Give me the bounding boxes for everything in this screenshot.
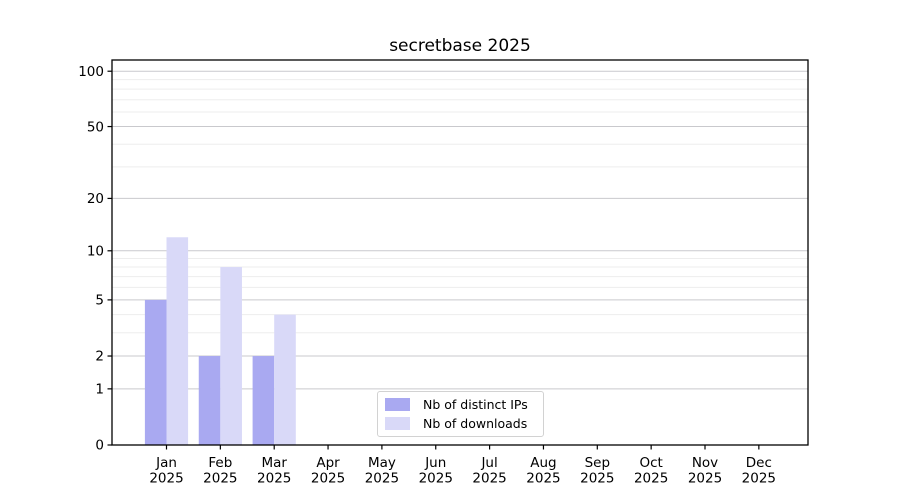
x-tick-label-year: 2025 <box>472 471 506 487</box>
bar-downloads-feb <box>220 267 242 445</box>
x-tick-label-month: Oct <box>639 455 662 471</box>
bar-downloads-jan <box>166 237 189 445</box>
x-tick-label-year: 2025 <box>419 471 453 487</box>
x-tick-label-year: 2025 <box>149 471 183 487</box>
x-tick-label-year: 2025 <box>742 471 776 487</box>
x-tick-label-year: 2025 <box>634 471 668 487</box>
x-tick-label-year: 2025 <box>365 471 399 487</box>
legend-label: Nb of downloads <box>423 415 528 431</box>
y-tick-label: 1 <box>95 382 104 398</box>
legend: Nb of distinct IPs Nb of downloads <box>377 391 544 437</box>
bar-downloads-mar <box>274 314 296 445</box>
x-tick-label-month: Aug <box>530 455 556 471</box>
legend-item: Nb of distinct IPs <box>385 396 535 414</box>
y-tick-label: 10 <box>87 243 104 259</box>
x-tick-label-year: 2025 <box>526 471 560 487</box>
y-tick-label: 100 <box>78 64 104 80</box>
y-tick-label: 50 <box>87 119 104 135</box>
y-tick-label: 2 <box>95 349 104 365</box>
x-tick-label-year: 2025 <box>257 471 291 487</box>
bar-distinct-ips-jan <box>144 299 167 445</box>
y-tick-label: 20 <box>87 191 104 207</box>
x-tick-label-month: Jan <box>155 455 177 471</box>
x-tick-label-month: May <box>368 455 396 471</box>
legend-item: Nb of downloads <box>385 415 535 433</box>
y-tick-label: 0 <box>95 438 104 454</box>
x-tick-label-month: Mar <box>261 455 287 471</box>
legend-label: Nb of distinct IPs <box>423 397 528 413</box>
x-tick-label-month: Apr <box>316 455 340 471</box>
axes-frame <box>111 59 809 446</box>
x-tick-label-month: Sep <box>585 455 610 471</box>
x-tick-label-year: 2025 <box>688 471 722 487</box>
legend-swatch-icon <box>385 398 410 412</box>
x-tick-label-year: 2025 <box>311 471 345 487</box>
x-tick-label-month: Dec <box>746 455 772 471</box>
x-tick-label-month: Jul <box>480 455 497 471</box>
x-tick-label-month: Nov <box>692 455 718 471</box>
legend-swatch-icon <box>385 416 410 430</box>
bar-distinct-ips-mar <box>252 356 275 445</box>
chart-title: secretbase 2025 <box>389 36 531 56</box>
x-tick-label-month: Jun <box>424 455 446 471</box>
y-tick-label: 5 <box>95 293 104 309</box>
bar-distinct-ips-feb <box>198 356 221 445</box>
x-tick-label-month: Feb <box>208 455 232 471</box>
x-tick-label-year: 2025 <box>580 471 614 487</box>
x-tick-label-year: 2025 <box>203 471 237 487</box>
